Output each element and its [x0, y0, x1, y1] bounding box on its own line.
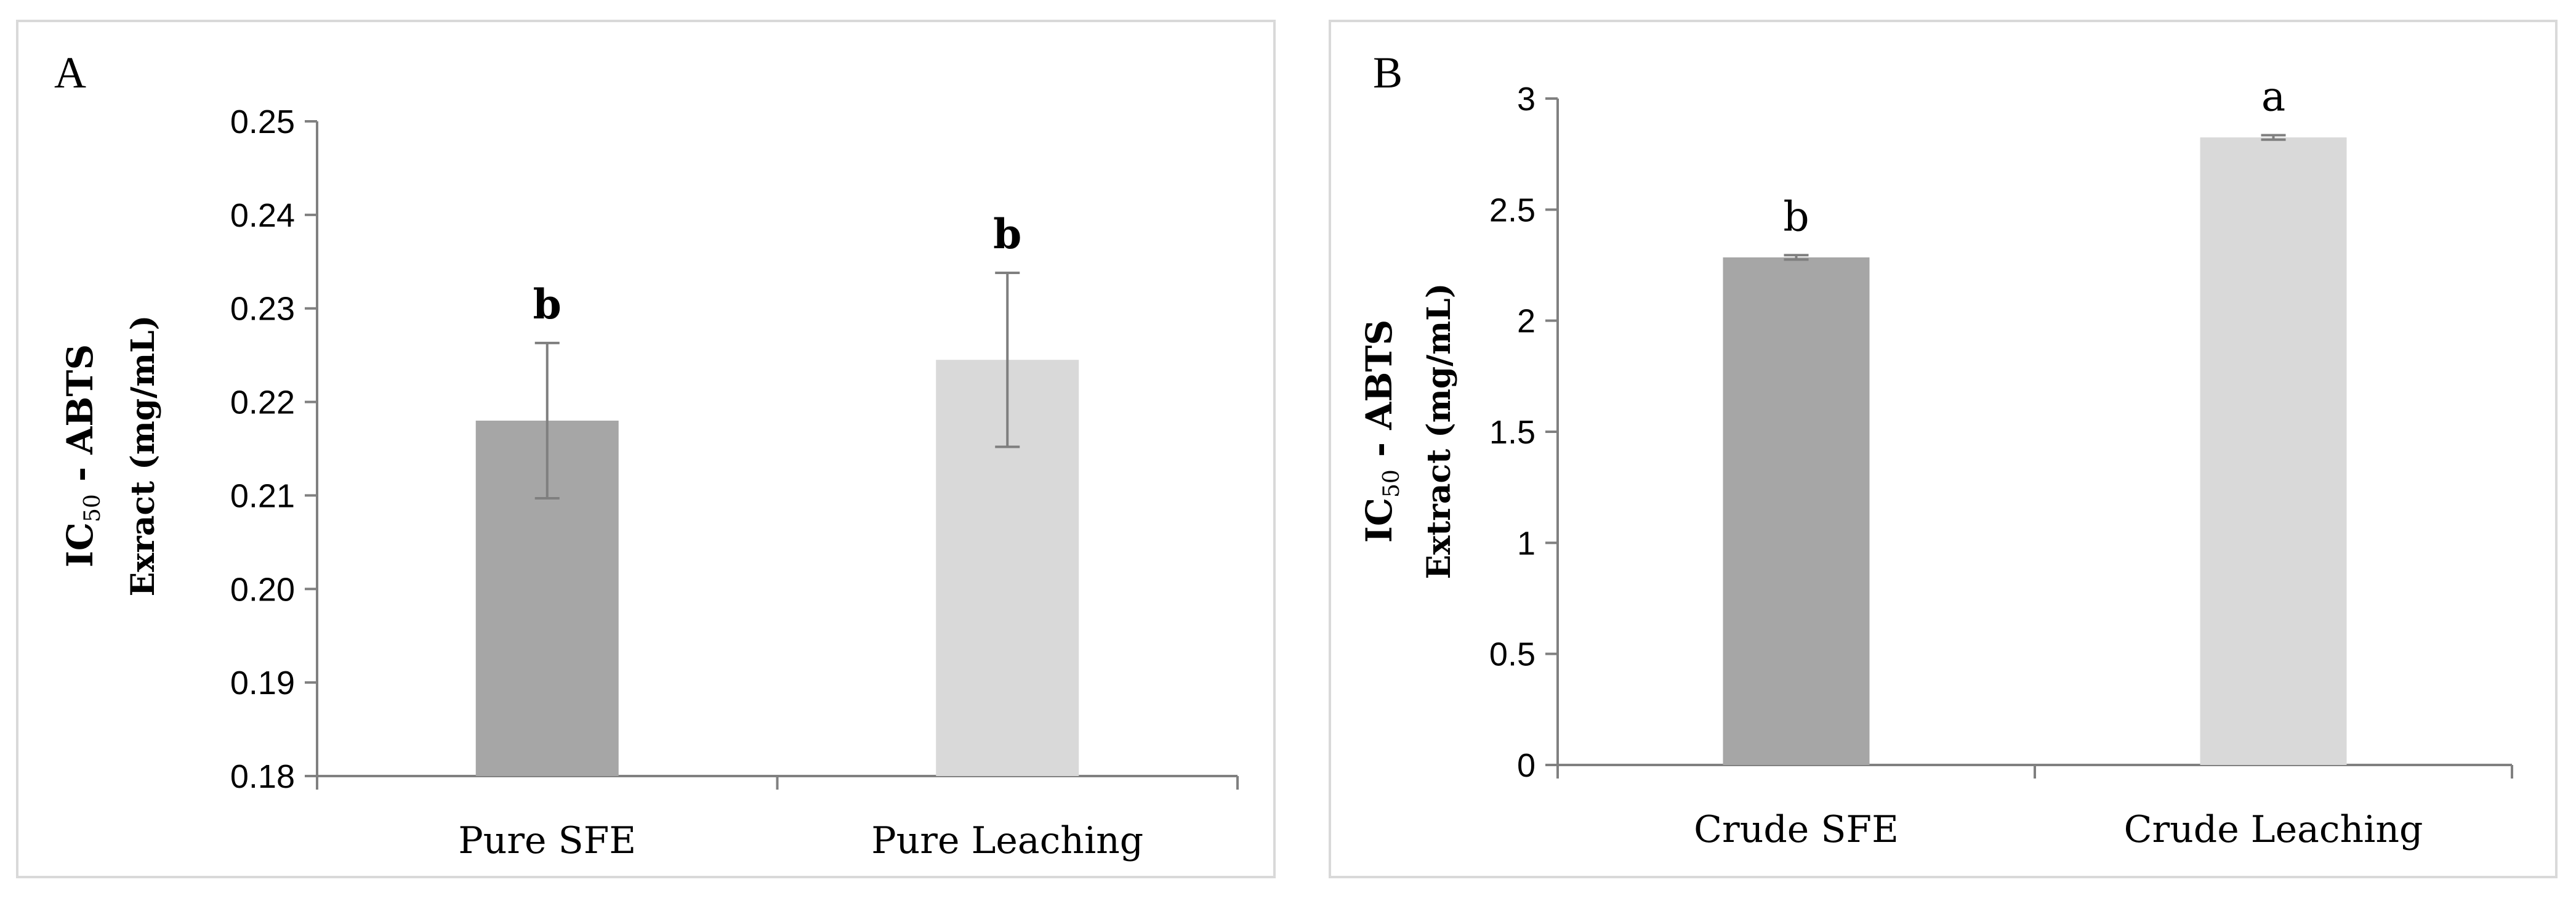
y-tick-label-a: 0.25 — [230, 103, 295, 140]
y-axis-title-a: IC50 - ABTS — [59, 344, 105, 568]
y-tick-label-a: 0.22 — [230, 384, 295, 421]
y-tick-label-b: 2.5 — [1489, 192, 1536, 229]
sig-letter-a-1: b — [993, 210, 1021, 258]
category-label-b-0: Crude SFE — [1694, 808, 1899, 851]
y-tick-label-a: 0.20 — [230, 571, 295, 608]
chart-a: A IC50 - ABTS Exract (mg/mL) 0.18 0.19 0.20 0.… — [54, 48, 1239, 862]
category-label-b-1: Crude Leaching — [2124, 808, 2423, 851]
y-axis-title-sub: 50 — [80, 494, 105, 522]
bar-b-0 — [1723, 257, 1870, 765]
y-axis-title-line2-b: Extract (mg/mL) — [1420, 283, 1458, 580]
y-tick-label-b: 1.5 — [1489, 414, 1536, 451]
y-axis-title-main: IC — [59, 522, 101, 567]
sig-letter-b-0: b — [1783, 193, 1809, 240]
chart-b: B IC50 - ABTS Extract (mg/mL) 0 0.5 1 1.5 2 2.5 3… — [1358, 48, 2513, 851]
panel-label-a: A — [54, 48, 86, 97]
y-tick-label-b: 0 — [1517, 747, 1536, 784]
y-axis-title-main: IC — [1358, 498, 1400, 543]
y-tick-label-a: 0.24 — [230, 197, 295, 234]
category-label-a-0: Pure SFE — [458, 819, 636, 862]
y-axis-title-rest: - ABTS — [1358, 320, 1400, 470]
bar-b-1 — [2200, 137, 2347, 765]
y-tick-label-b: 1 — [1517, 525, 1536, 562]
sig-letter-b-1: a — [2261, 73, 2285, 121]
y-tick-label-a: 0.23 — [230, 291, 295, 328]
category-label-a-1: Pure Leaching — [871, 819, 1143, 862]
y-tick-label-b: 2 — [1517, 303, 1536, 340]
panel-b-frame — [1329, 20, 2558, 878]
y-axis-title-line2-a: Exract (mg/mL) — [124, 315, 162, 597]
y-tick-label-a: 0.21 — [230, 477, 295, 514]
panel-label-b: B — [1373, 48, 1403, 97]
y-tick-label-b: 3 — [1517, 81, 1536, 118]
y-axis-title-sub: 50 — [1379, 469, 1404, 498]
y-tick-label-a: 0.19 — [230, 665, 295, 702]
panel-a-frame — [16, 20, 1276, 878]
y-axis-title-rest: - ABTS — [59, 344, 101, 495]
y-axis-title-b: IC50 - ABTS — [1358, 320, 1404, 543]
y-tick-label-a: 0.18 — [230, 758, 295, 795]
sig-letter-a-0: b — [533, 280, 561, 328]
y-tick-label-b: 0.5 — [1489, 636, 1536, 673]
